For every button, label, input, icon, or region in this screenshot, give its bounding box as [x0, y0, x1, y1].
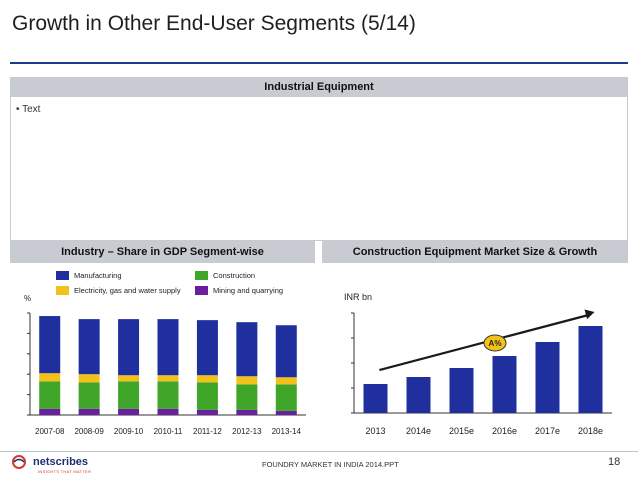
cem-x-tick-label: 2014e — [406, 426, 431, 436]
bullet-text: • Text — [16, 104, 41, 115]
gdp-share-heading: Industry – Share in GDP Segment-wise — [10, 241, 315, 263]
gdp-bar-electricity-gas-and-water-supply-2012-13 — [236, 376, 258, 385]
gdp-x-tick-label: 2008-09 — [74, 427, 104, 436]
netscribes-logo: netscribes — [10, 455, 88, 469]
gdp-bar-electricity-gas-and-water-supply-2008-09 — [78, 374, 100, 383]
gdp-bar-construction-2010-11 — [157, 381, 179, 409]
gdp-bar-mining-and-quarrying-2013-14 — [275, 410, 297, 415]
cem-x-tick-label: 2016e — [492, 426, 517, 436]
gdp-bar-construction-2008-09 — [78, 382, 100, 409]
netscribes-logo-icon — [12, 455, 26, 469]
cem-x-tick-label: 2013 — [365, 426, 385, 436]
gdp-bar-electricity-gas-and-water-supply-2010-11 — [157, 375, 179, 382]
text-panel — [10, 97, 628, 241]
cem-chart-ylabel: INR bn — [344, 292, 373, 302]
gdp-x-tick-label: 2011-12 — [193, 427, 222, 436]
gdp-bar-mining-and-quarrying-2010-11 — [157, 408, 179, 415]
gdp-bar-construction-2012-13 — [236, 384, 258, 410]
cem-x-tick-label: 2017e — [535, 426, 560, 436]
cem-bar-2016e — [492, 356, 517, 413]
footer-rule — [0, 451, 638, 452]
gdp-bar-mining-and-quarrying-2012-13 — [236, 409, 258, 415]
gdp-bar-manufacturing-2013-14 — [275, 325, 297, 378]
gdp-bar-manufacturing-2010-11 — [157, 319, 179, 376]
gdp-bar-construction-2007-08 — [39, 381, 61, 409]
footer-text: FOUNDRY MARKET IN INDIA 2014.PPT — [262, 460, 399, 469]
cem-x-tick-label: 2015e — [449, 426, 474, 436]
cem-bar-2018e — [578, 326, 603, 413]
legend-label-mining: Mining and quarrying — [213, 286, 284, 295]
cem-x-tick-label: 2018e — [578, 426, 603, 436]
legend-swatch-manufacturing — [56, 271, 69, 280]
gdp-x-tick-label: 2012-13 — [232, 427, 262, 436]
cem-bar-2017e — [535, 342, 560, 413]
gdp-bar-manufacturing-2011-12 — [196, 320, 218, 376]
gdp-bar-mining-and-quarrying-2011-12 — [196, 409, 218, 415]
legend-swatch-mining — [195, 286, 208, 295]
netscribes-logo-tagline: INSIGHTS THAT MATTER — [38, 469, 92, 474]
page-number: 18 — [608, 456, 621, 468]
gdp-bar-construction-2009-10 — [118, 381, 140, 409]
legend-label-manufacturing: Manufacturing — [74, 271, 122, 280]
gdp-bar-electricity-gas-and-water-supply-2011-12 — [196, 375, 218, 383]
cem-trend-arrowhead — [584, 309, 595, 320]
gdp-bar-electricity-gas-and-water-supply-2007-08 — [39, 373, 61, 382]
gdp-bar-mining-and-quarrying-2008-09 — [78, 408, 100, 415]
cem-bar-2015e — [449, 368, 474, 413]
legend-label-electricity: Electricity, gas and water supply — [74, 286, 181, 295]
gdp-bar-construction-2013-14 — [275, 384, 297, 411]
netscribes-logo-text: netscribes — [33, 456, 89, 468]
construction-equipment-heading: Construction Equipment Market Size & Gro… — [322, 241, 628, 263]
title-rule — [10, 62, 628, 64]
gdp-x-tick-label: 2009-10 — [114, 427, 144, 436]
gdp-bar-construction-2011-12 — [196, 382, 218, 410]
gdp-x-tick-label: 2007-08 — [35, 427, 65, 436]
legend-swatch-construction — [195, 271, 208, 280]
gdp-x-tick-label: 2010-11 — [154, 427, 183, 436]
gdp-chart-ylabel: % — [24, 294, 32, 303]
cem-cagr-badge — [483, 334, 507, 352]
gdp-bar-electricity-gas-and-water-supply-2013-14 — [275, 377, 297, 385]
cem-bar-2014e — [406, 377, 431, 413]
gdp-bar-manufacturing-2008-09 — [78, 319, 100, 375]
gdp-bar-mining-and-quarrying-2007-08 — [39, 408, 61, 415]
gdp-x-tick-label: 2013-14 — [272, 427, 302, 436]
gdp-bar-manufacturing-2007-08 — [39, 316, 61, 374]
legend-label-construction: Construction — [213, 271, 256, 280]
gdp-bar-mining-and-quarrying-2009-10 — [118, 408, 140, 415]
gdp-bar-manufacturing-2009-10 — [118, 319, 140, 376]
gdp-bar-electricity-gas-and-water-supply-2009-10 — [118, 375, 140, 382]
cem-bar-2013 — [363, 384, 388, 413]
gdp-bar-manufacturing-2012-13 — [236, 322, 258, 377]
legend-swatch-electricity — [56, 286, 69, 295]
page-title: Growth in Other End-User Segments (5/14) — [12, 12, 416, 35]
industrial-equipment-heading: Industrial Equipment — [10, 77, 628, 97]
cem-cagr-badge-label: A% — [489, 339, 502, 348]
